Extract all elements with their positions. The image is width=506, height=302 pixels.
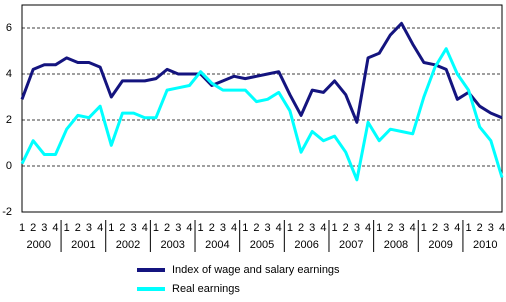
- y-tick-label: 2: [6, 114, 12, 126]
- x-tick-label: 1: [108, 222, 114, 234]
- x-tick-label: 4: [97, 222, 103, 234]
- x-tick-label: 3: [220, 222, 226, 234]
- x-tick-label: 3: [354, 222, 360, 234]
- x-tick-label: 3: [86, 222, 92, 234]
- y-tick-label: -2: [2, 206, 12, 218]
- series-line: [20, 47, 504, 182]
- x-tick-label: 3: [175, 222, 181, 234]
- x-tick-label: 3: [265, 222, 271, 234]
- year-label: 2002: [116, 239, 140, 251]
- x-tick-label: 1: [287, 222, 293, 234]
- x-tick-label: 2: [209, 222, 215, 234]
- x-tick-label: 4: [231, 222, 237, 234]
- x-tick-label: 1: [242, 222, 248, 234]
- x-tick-label: 2: [75, 222, 81, 234]
- x-tick-label: 4: [52, 222, 58, 234]
- x-tick-label: 3: [443, 222, 449, 234]
- x-tick-label: 3: [398, 222, 404, 234]
- x-tick-label: 2: [477, 222, 483, 234]
- x-tick-label: 1: [153, 222, 159, 234]
- x-tick-label: 4: [499, 222, 505, 234]
- year-label: 2008: [384, 239, 408, 251]
- x-tick-label: 3: [41, 222, 47, 234]
- x-tick-label: 2: [298, 222, 304, 234]
- year-label: 2010: [473, 239, 497, 251]
- x-tick-label: 4: [320, 222, 326, 234]
- x-tick-label: 4: [142, 222, 148, 234]
- year-label: 2007: [339, 239, 363, 251]
- x-tick-label: 1: [465, 222, 471, 234]
- y-tick-label: 4: [6, 68, 12, 80]
- legend-label: Real earnings: [172, 283, 240, 295]
- x-tick-label: 4: [454, 222, 460, 234]
- x-tick-label: 4: [276, 222, 282, 234]
- year-label: 2005: [250, 239, 274, 251]
- x-tick-label: 4: [365, 222, 371, 234]
- x-tick-label: 2: [30, 222, 36, 234]
- year-label: 2006: [294, 239, 318, 251]
- x-tick-label: 1: [19, 222, 25, 234]
- x-tick-label: 1: [376, 222, 382, 234]
- x-tick-label: 1: [64, 222, 70, 234]
- plot-frame: [21, 4, 503, 213]
- x-tick-label: 4: [186, 222, 192, 234]
- x-tick-label: 3: [488, 222, 494, 234]
- x-tick-label: 1: [331, 222, 337, 234]
- year-label: 2001: [71, 239, 95, 251]
- x-tick-label: 2: [164, 222, 170, 234]
- x-tick-label: 1: [198, 222, 204, 234]
- x-tick-label: 3: [309, 222, 315, 234]
- x-tick-label: 4: [410, 222, 416, 234]
- x-tick-label: 2: [343, 222, 349, 234]
- y-tick-label: 6: [6, 22, 12, 34]
- x-tick-label: 2: [119, 222, 125, 234]
- x-tick-label: 1: [421, 222, 427, 234]
- x-tick-label: 2: [432, 222, 438, 234]
- legend-label: Index of wage and salary earnings: [172, 264, 340, 276]
- y-tick-label: 0: [6, 160, 12, 172]
- x-tick-label: 2: [387, 222, 393, 234]
- x-tick-label: 2: [253, 222, 259, 234]
- year-label: 2000: [27, 239, 51, 251]
- series-line: [20, 21, 503, 124]
- year-label: 2003: [160, 239, 184, 251]
- year-label: 2009: [428, 239, 452, 251]
- year-label: 2004: [205, 239, 229, 251]
- x-tick-label: 3: [131, 222, 137, 234]
